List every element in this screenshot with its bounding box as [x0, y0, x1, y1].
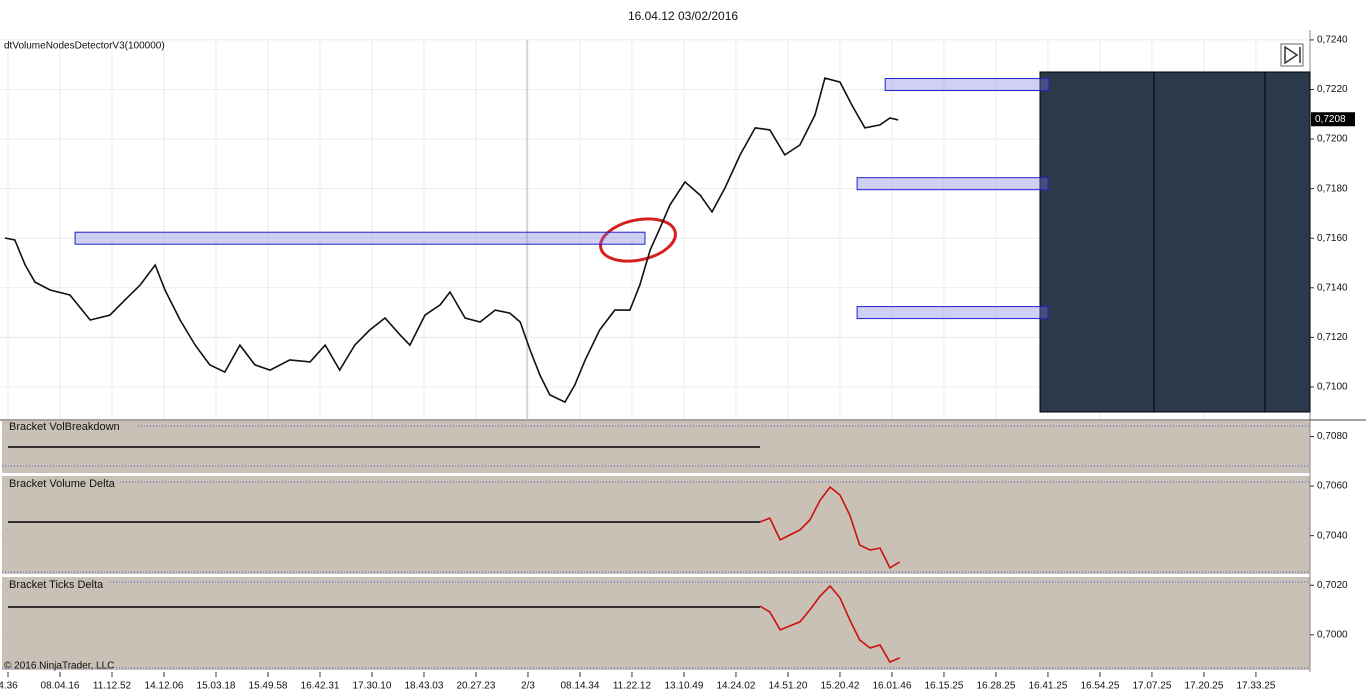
volume-node-zone	[856, 177, 1049, 191]
x-tick-label: 16.15.25	[924, 681, 963, 692]
x-tick-label: 16.41.25	[1028, 681, 1067, 692]
x-tick-label: 17.07.25	[1132, 681, 1171, 692]
panel-label: Bracket Ticks Delta	[9, 579, 104, 591]
series-line	[4, 77, 899, 404]
volume-node-zone	[74, 231, 646, 245]
panel-ticks-delta	[2, 577, 1310, 670]
play-icon[interactable]	[1280, 43, 1304, 67]
x-tick-label: 13.10.49	[664, 681, 703, 692]
last-price-box	[1311, 112, 1355, 127]
x-tick-label: 16.42.31	[301, 681, 340, 692]
y-tick-label: 0,7200	[1317, 134, 1348, 145]
y-tick-label: 0,7220	[1317, 84, 1348, 95]
panel-label: Bracket Volume Delta	[9, 478, 116, 490]
x-tick-label: 14.24.02	[716, 681, 755, 692]
x-tick-label: 08.04.16	[41, 681, 80, 692]
y-tick-label: 0,7180	[1317, 183, 1348, 194]
series-line	[759, 584, 901, 664]
x-tick-label: 08.14.34	[561, 681, 600, 692]
volume-profile	[1039, 71, 1311, 413]
profile-box	[1039, 71, 1311, 413]
x-tick-label: 18.43.03	[405, 681, 444, 692]
icon-glyph	[1284, 45, 1301, 65]
y-tick-label: 0,7080	[1317, 431, 1348, 442]
y-tick-label: 0,7240	[1317, 35, 1348, 46]
y-tick-label: 0,7020	[1317, 580, 1348, 591]
x-tick-label: 16.28.25	[976, 681, 1015, 692]
y-tick-label: 0,7140	[1317, 282, 1348, 293]
indicator-label: dtVolumeNodesDetectorV3(100000)	[4, 41, 165, 52]
x-tick-label: 16.54.25	[1080, 681, 1119, 692]
y-tick-label: 0,7120	[1317, 332, 1348, 343]
highlight-circle	[599, 217, 677, 263]
x-tick-label: 15.03.18	[197, 681, 236, 692]
y-tick-label: 0,7100	[1317, 382, 1348, 393]
x-tick-label: 17.30.10	[353, 681, 392, 692]
y-tick-label: 0,7160	[1317, 233, 1348, 244]
x-tick-label: 14.51.20	[768, 681, 807, 692]
icon-frame[interactable]	[1280, 43, 1304, 67]
x-tick-label: 4.36	[0, 681, 18, 692]
x-tick-label: 11.12.52	[93, 681, 132, 692]
x-tick-label: 14.12.06	[145, 681, 184, 692]
last-price-label: 0,7208	[1315, 114, 1346, 125]
y-tick-label: 0,7040	[1317, 530, 1348, 541]
x-tick-label: 17.33.25	[1236, 681, 1275, 692]
x-tick-label: 2/3	[521, 681, 535, 692]
x-tick-label: 11.22.12	[613, 681, 652, 692]
x-tick-label: 15.49.58	[249, 681, 288, 692]
y-tick-label: 0,7060	[1317, 481, 1348, 492]
volume-node-zone	[884, 78, 1050, 92]
zero-lines	[8, 446, 760, 608]
x-tick-label: 17.20.25	[1184, 681, 1223, 692]
chart-title: 16.04.12 03/02/2016	[628, 9, 738, 23]
y-tick-label: 0,7000	[1317, 629, 1348, 640]
x-tick-label: 16.01.46	[872, 681, 911, 692]
x-tick-label: 20.27.23	[457, 681, 496, 692]
panel-volume-delta	[2, 476, 1310, 574]
copyright: © 2016 NinjaTrader, LLC	[4, 661, 114, 672]
volume-node-zone	[856, 306, 1049, 320]
series-line	[759, 485, 901, 570]
x-tick-label: 15.20.42	[820, 681, 859, 692]
panel-label: Bracket VolBreakdown	[9, 421, 120, 433]
panel-borders	[2, 425, 1310, 669]
